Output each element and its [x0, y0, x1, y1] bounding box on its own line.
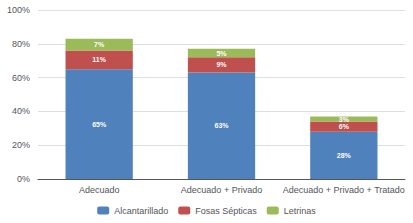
- svg-text:9%: 9%: [216, 61, 227, 68]
- svg-text:28%: 28%: [337, 152, 352, 159]
- svg-text:3%: 3%: [339, 116, 350, 123]
- svg-text:80%: 80%: [12, 39, 30, 49]
- svg-text:Adecuado + Privado: Adecuado + Privado: [181, 185, 262, 195]
- svg-text:100%: 100%: [7, 5, 30, 15]
- svg-text:40%: 40%: [12, 106, 30, 116]
- svg-text:63%: 63%: [214, 122, 229, 129]
- svg-text:0%: 0%: [17, 174, 30, 184]
- svg-text:Adecuado + Privado + Tratado: Adecuado + Privado + Tratado: [283, 185, 405, 195]
- svg-text:Alcantarillado: Alcantarillado: [114, 206, 168, 216]
- svg-text:Letrinas: Letrinas: [284, 206, 317, 216]
- svg-text:60%: 60%: [12, 73, 30, 83]
- svg-text:Adecuado: Adecuado: [79, 185, 120, 195]
- svg-text:5%: 5%: [216, 50, 227, 57]
- svg-text:7%: 7%: [94, 41, 105, 48]
- svg-text:6%: 6%: [339, 123, 350, 130]
- svg-text:11%: 11%: [92, 56, 106, 63]
- svg-text:20%: 20%: [12, 140, 30, 150]
- svg-text:Fosas Sépticas: Fosas Sépticas: [195, 206, 257, 216]
- svg-text:65%: 65%: [92, 121, 107, 128]
